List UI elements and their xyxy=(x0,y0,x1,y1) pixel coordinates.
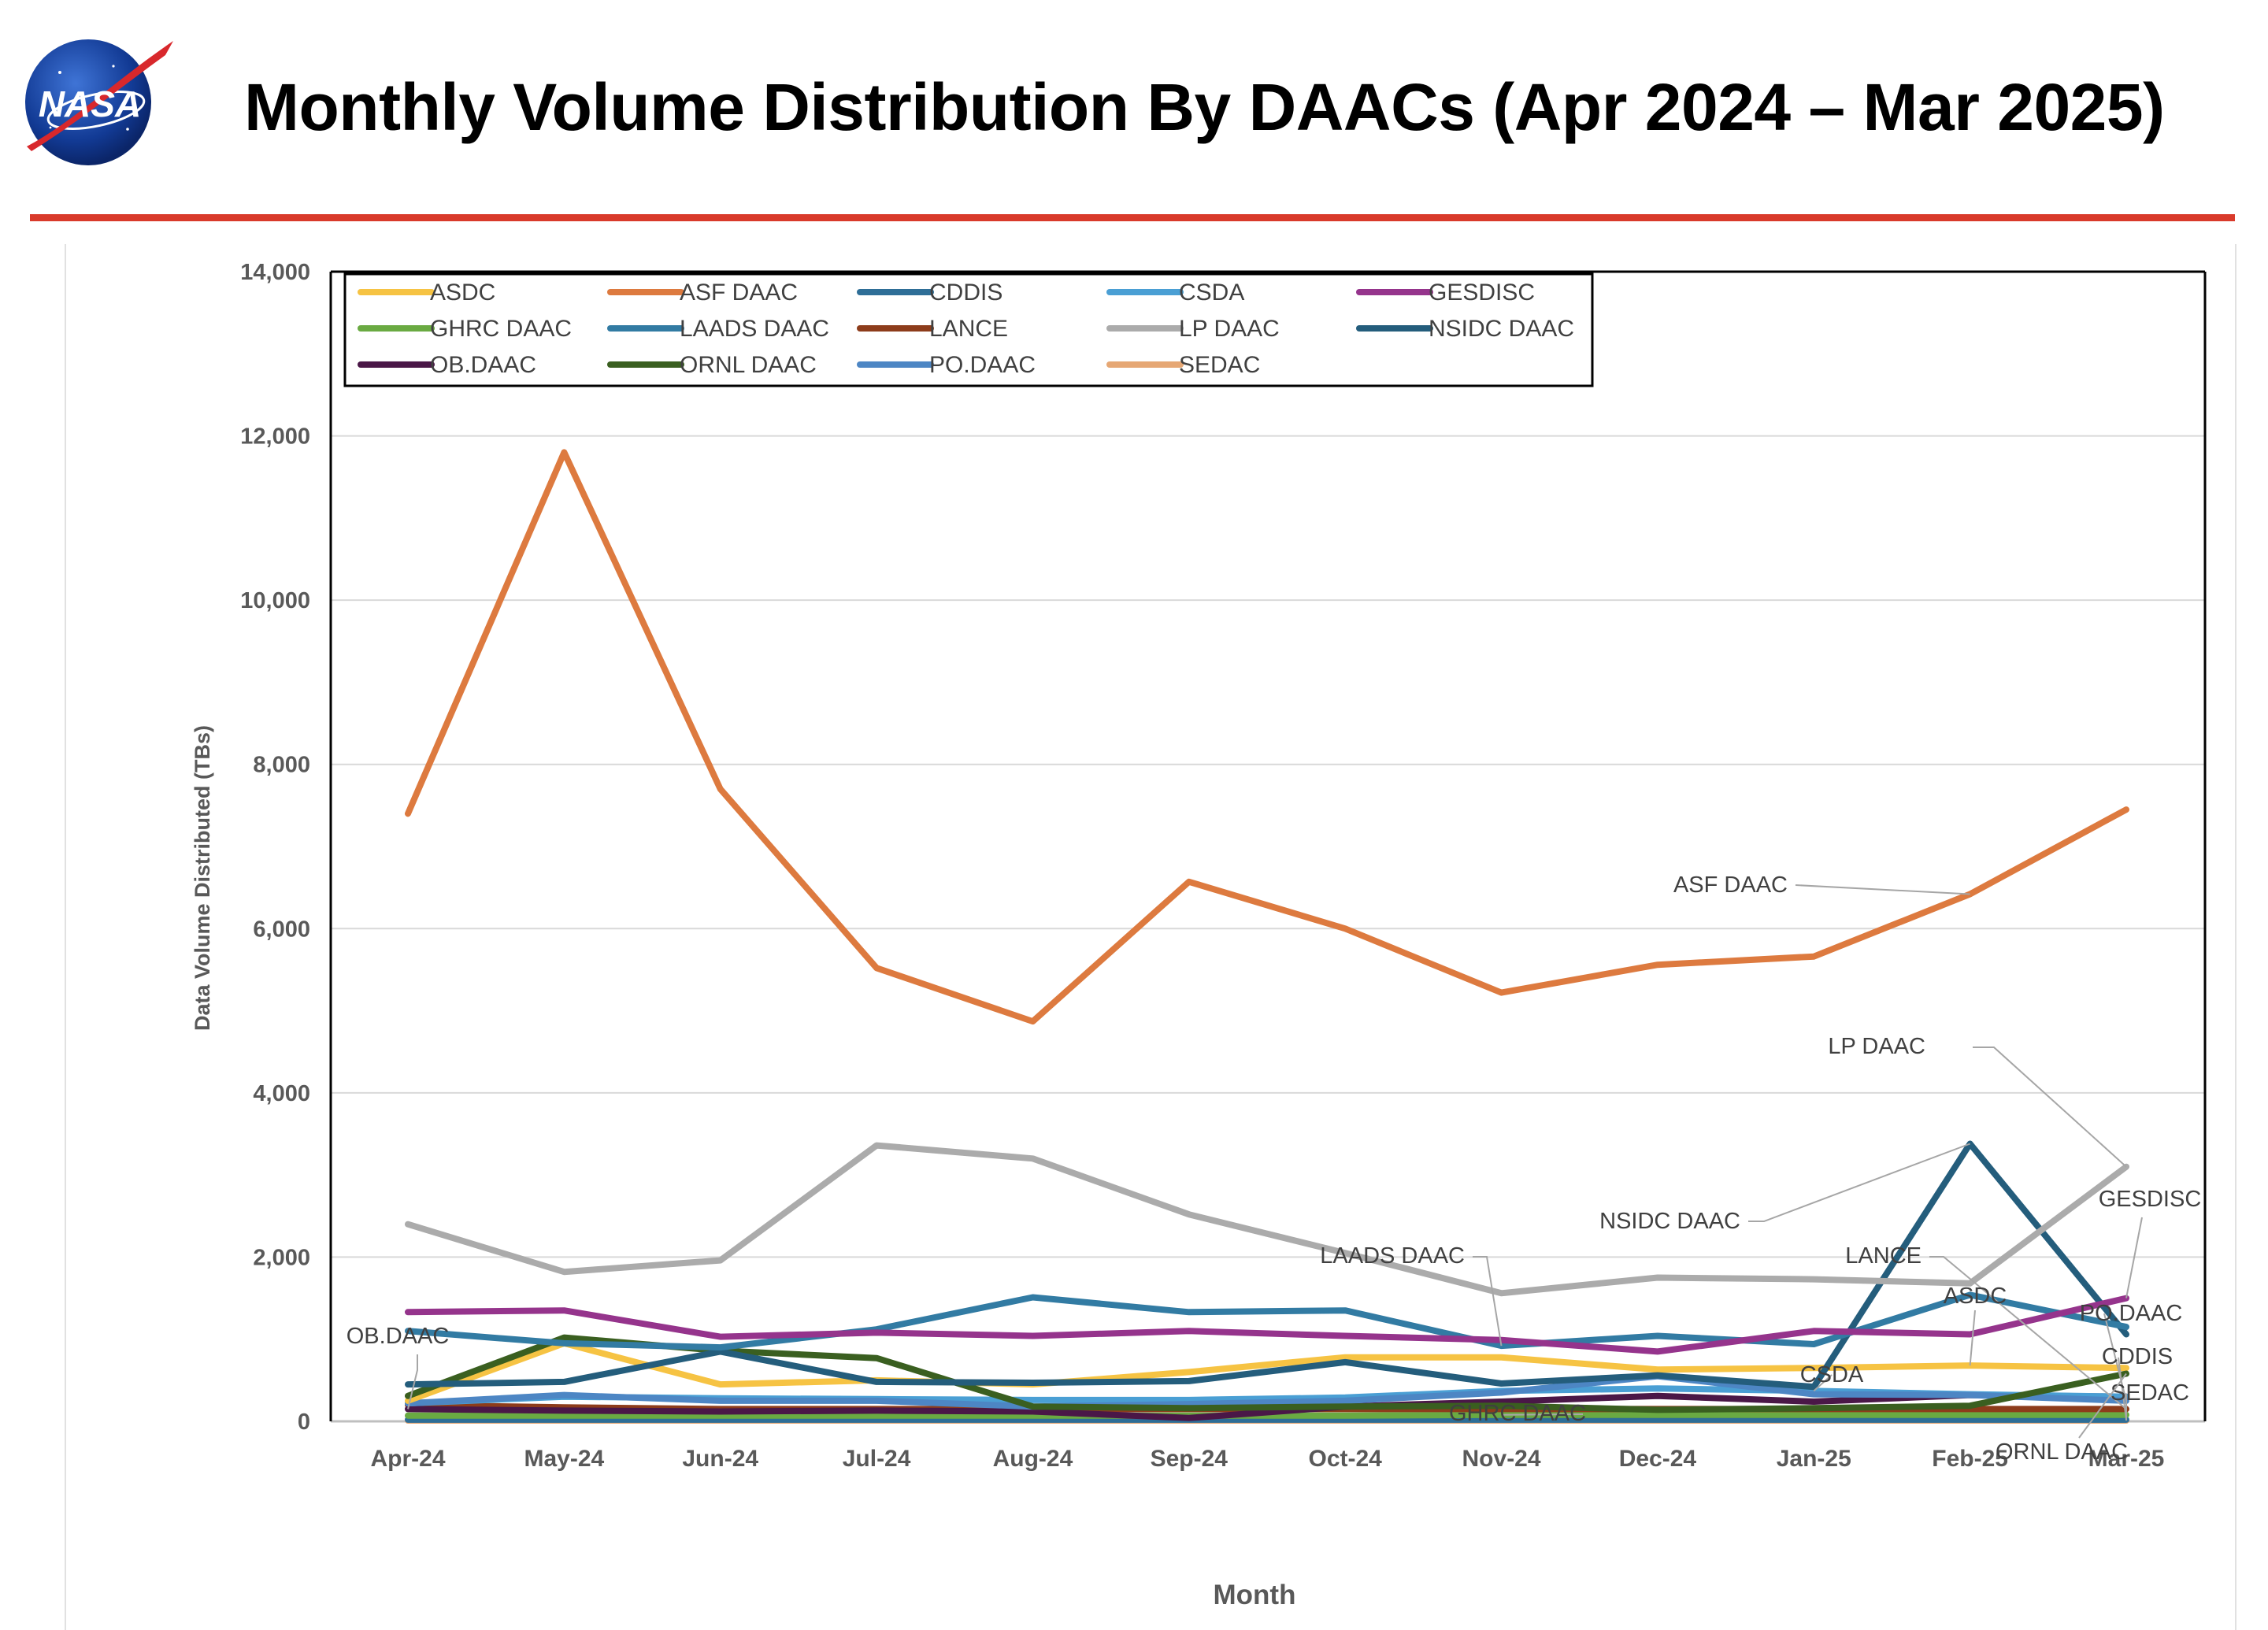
legend-label: LAADS DAAC xyxy=(680,316,829,342)
legend-item-cddis: CDDIS xyxy=(857,280,1002,306)
legend-label: CSDA xyxy=(1179,280,1244,306)
x-tick-label: Jun-24 xyxy=(682,1446,758,1472)
data-label-ghrc-daac: GHRC DAAC xyxy=(1449,1401,1586,1426)
title-divider xyxy=(30,214,2235,221)
data-label-sedac: SEDAC xyxy=(2110,1380,2189,1406)
y-axis-title: Data Volume Distributed (TBs) xyxy=(191,725,214,1031)
leader-line-lp-daac xyxy=(1973,1047,2127,1168)
leader-line-lance xyxy=(1929,1256,2127,1410)
data-label-nsidc-daac: NSIDC DAAC xyxy=(1599,1209,1740,1234)
series-line-lp-daac xyxy=(405,1142,2129,1297)
y-tick-label: 12,000 xyxy=(240,424,310,450)
leader-line-csda xyxy=(1813,1374,1833,1392)
legend-label: GESDISC xyxy=(1429,280,1535,306)
page-title: Monthly Volume Distribution By DAACs (Ap… xyxy=(244,70,2165,144)
frame-right-border xyxy=(2235,244,2236,1630)
series-line-ghrc-daac xyxy=(405,1411,2129,1419)
legend-label: LANCE xyxy=(929,316,1008,342)
legend-label: NSIDC DAAC xyxy=(1429,316,1574,342)
leader-line-nsidc-daac xyxy=(1748,1143,1970,1222)
series-line-gesdisc xyxy=(405,1295,2129,1355)
legend-item-lance: LANCE xyxy=(857,316,1008,342)
x-tick-label: Sep-24 xyxy=(1151,1446,1228,1472)
legend-label: ORNL DAAC xyxy=(680,352,817,378)
y-tick-label: 6,000 xyxy=(253,917,310,942)
x-tick-label: Mar-25 xyxy=(2088,1446,2165,1472)
legend-item-sedac: SEDAC xyxy=(1106,352,1260,378)
series-line-ob-daac xyxy=(405,1391,2129,1421)
series-line-nsidc-daac xyxy=(405,1140,2129,1391)
leader-line-ornl-daac xyxy=(2078,1373,2127,1439)
grid-lines xyxy=(331,271,2205,1258)
series-lines xyxy=(405,449,2129,1424)
legend-label: GHRC DAAC xyxy=(430,316,572,342)
leader-line-ob-daac xyxy=(407,1354,418,1410)
y-tick-label: 10,000 xyxy=(240,588,310,613)
legend: ASDC ASF DAAC CDDIS CSDA GESDISC GHRC DAAC LAA… xyxy=(343,272,1594,387)
x-tick-label: Aug-24 xyxy=(993,1446,1073,1472)
data-label-ornl-daac: ORNL DAAC xyxy=(1996,1439,2128,1465)
legend-label: PO.DAAC xyxy=(929,352,1036,378)
data-label-ob-daac: OB.DAAC xyxy=(346,1324,450,1349)
data-label-lp-daac: LP DAAC xyxy=(1828,1034,1925,1059)
legend-label: SEDAC xyxy=(1179,352,1260,378)
legend-item-ob-daac: OB.DAAC xyxy=(358,352,536,378)
y-tick-label: 4,000 xyxy=(253,1081,310,1106)
leader-line-laads-daac xyxy=(1473,1256,1503,1347)
legend-label: OB.DAAC xyxy=(430,352,536,378)
x-tick-label: Jul-24 xyxy=(843,1446,911,1472)
frame-left-border xyxy=(65,244,66,1630)
legend-label: LP DAAC xyxy=(1179,316,1280,342)
y-tick-label: 2,000 xyxy=(253,1245,310,1270)
legend-item-lp-daac: LP DAAC xyxy=(1106,316,1280,342)
legend-item-po-daac: PO.DAAC xyxy=(857,352,1036,378)
leader-line-ghrc-daac xyxy=(1501,1413,1584,1416)
y-tick-label: 8,000 xyxy=(253,753,310,778)
x-tick-label: Feb-25 xyxy=(1932,1446,2008,1472)
legend-item-asf-daac: ASF DAAC xyxy=(607,280,798,306)
series-line-asf-daac xyxy=(405,449,2129,1025)
leader-line-gesdisc xyxy=(2125,1217,2143,1298)
series-line-po-daac xyxy=(405,1373,2129,1410)
leader-line-asdc xyxy=(1969,1310,1976,1366)
x-tick-label: Jan-25 xyxy=(1777,1446,1851,1472)
legend-item-ghrc-daac: GHRC DAAC xyxy=(358,316,572,342)
legend-item-gesdisc: GESDISC xyxy=(1356,280,1535,306)
data-label-po-daac: PO.DAAC xyxy=(2080,1301,2183,1326)
data-label-laads-daac: LAADS DAAC xyxy=(1320,1243,1465,1269)
series-line-laads-daac xyxy=(405,1291,2129,1351)
x-tick-label: Nov-24 xyxy=(1462,1446,1541,1472)
legend-item-asdc: ASDC xyxy=(358,280,495,306)
nasa-logo: NASA xyxy=(25,39,173,165)
leader-line-cddis xyxy=(2118,1357,2127,1421)
legend-item-ornl-daac: ORNL DAAC xyxy=(607,352,817,378)
data-label-csda: CSDA xyxy=(1800,1362,1864,1387)
y-tick-label: 14,000 xyxy=(240,260,310,285)
data-label-asdc: ASDC xyxy=(1944,1284,2007,1309)
logo-text: NASA xyxy=(39,83,141,124)
data-label-lance: LANCE xyxy=(1845,1243,1922,1269)
data-label-asf-daac: ASF DAAC xyxy=(1673,872,1788,898)
legend-label: CDDIS xyxy=(929,280,1002,306)
legend-item-nsidc-daac: NSIDC DAAC xyxy=(1356,316,1574,342)
data-label-cddis: CDDIS xyxy=(2102,1344,2173,1369)
leader-line-asf-daac xyxy=(1795,884,1970,895)
x-tick-label: Dec-24 xyxy=(1619,1446,1697,1472)
x-tick-label: May-24 xyxy=(524,1446,605,1472)
y-tick-label: 0 xyxy=(298,1410,310,1435)
x-tick-label: Apr-24 xyxy=(370,1446,445,1472)
x-axis-title: Month xyxy=(1214,1580,1296,1610)
legend-label: ASF DAAC xyxy=(680,280,798,306)
series-line-asdc xyxy=(405,1339,2129,1404)
legend-item-csda: CSDA xyxy=(1106,280,1244,306)
legend-item-laads-daac: LAADS DAAC xyxy=(607,316,829,342)
annotations: ASF DAAC LP DAAC GESDISC NSIDC DAAC LAADS DA… xyxy=(346,872,2202,1465)
x-tick-label: Oct-24 xyxy=(1308,1446,1382,1472)
legend-label: ASDC xyxy=(430,280,495,306)
data-label-gesdisc: GESDISC xyxy=(2099,1187,2202,1212)
